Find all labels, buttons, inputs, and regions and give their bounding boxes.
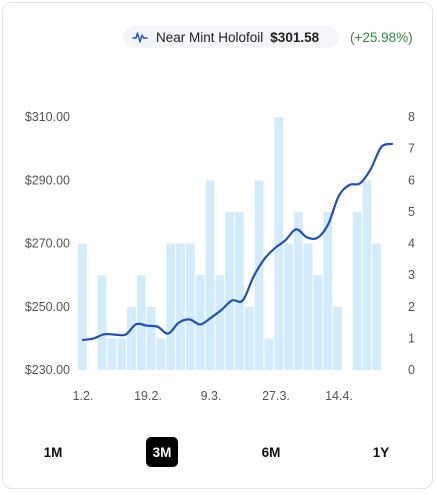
volume-axis-tick: 5 [408, 205, 415, 219]
volume-axis-tick: 0 [408, 363, 415, 377]
volume-bar [352, 211, 362, 370]
volume-bar [166, 243, 176, 370]
price-axis-tick: $310.00 [25, 110, 70, 124]
volume-axis-tick: 7 [408, 142, 415, 156]
volume-axis-tick: 6 [408, 173, 415, 187]
volume-bar [372, 243, 382, 370]
volume-bar [156, 338, 166, 370]
range-1m-button[interactable]: 1M [36, 437, 70, 467]
volume-bar [195, 275, 205, 370]
date-axis-tick: 14.4. [325, 389, 353, 403]
range-3m-button[interactable]: 3M [146, 437, 178, 467]
volume-axis-tick: 3 [408, 268, 415, 282]
volume-bar [97, 275, 107, 370]
volume-bar [127, 306, 136, 371]
volume-axis-tick: 8 [408, 110, 415, 124]
price-change: (+25.98%) [350, 30, 413, 45]
volume-bar [225, 211, 234, 370]
price-volume-chart: $310.00 $290.00 $270.00 $250.00 $230.00 8 7 6 5 4… [25, 110, 415, 403]
volume-bar [107, 338, 117, 370]
volume-bar [215, 275, 225, 370]
range-1y-button[interactable]: 1Y [364, 437, 398, 467]
price-axis-tick: $290.00 [25, 173, 70, 187]
condition-pill: Near Mint Holofoil $301.58 [123, 26, 339, 48]
price-axis-tick: $250.00 [25, 300, 70, 314]
volume-bar [185, 243, 195, 370]
volume-bar [136, 275, 146, 370]
volume-bar [146, 306, 156, 371]
volume-bar [205, 180, 215, 371]
volume-bar [254, 180, 264, 371]
volume-bar [293, 211, 303, 370]
volume-bar [235, 211, 244, 370]
date-axis-tick: 27.3. [262, 389, 290, 403]
volume-bar [244, 306, 254, 371]
volume-bar [362, 180, 372, 371]
price-line [81, 142, 394, 342]
date-axis-tick: 19.2. [134, 389, 162, 403]
volume-axis-tick: 4 [408, 237, 415, 251]
volume-bar [78, 243, 87, 370]
date-axis-tick: 9.3. [201, 389, 222, 403]
range-6m-button[interactable]: 6M [254, 437, 288, 467]
volume-axis-tick: 2 [408, 300, 415, 314]
price-chart-icon [132, 32, 148, 43]
volume-bar [323, 211, 333, 370]
volume-axis-tick: 1 [408, 331, 415, 345]
volume-bar [264, 338, 274, 370]
volume-bar [176, 243, 185, 370]
volume-bar [313, 275, 323, 370]
condition-label: Near Mint Holofoil [156, 29, 264, 45]
price-axis-tick: $270.00 [25, 237, 70, 251]
price-axis-tick: $230.00 [25, 363, 70, 377]
volume-bar [333, 306, 342, 371]
volume-bar [303, 243, 313, 370]
date-axis-tick: 1.2. [73, 389, 94, 403]
current-price: $301.58 [270, 29, 320, 45]
volume-bar [274, 117, 284, 370]
volume-bar [117, 338, 127, 370]
range-selector: 1M 3M 6M 1Y [0, 437, 437, 469]
volume-bar [284, 243, 293, 370]
